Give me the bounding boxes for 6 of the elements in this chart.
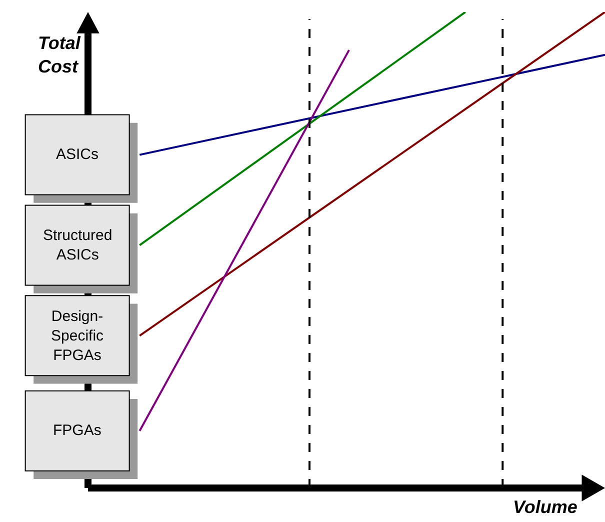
series-label: Structured ASICs xyxy=(43,227,112,264)
text: FPGAs xyxy=(53,422,102,439)
x-axis-title: Volume xyxy=(513,497,578,517)
y-axis-title: Total Cost xyxy=(38,33,82,76)
text: ASICs xyxy=(56,146,99,163)
text: Design-Specific FPGAs xyxy=(51,308,104,364)
